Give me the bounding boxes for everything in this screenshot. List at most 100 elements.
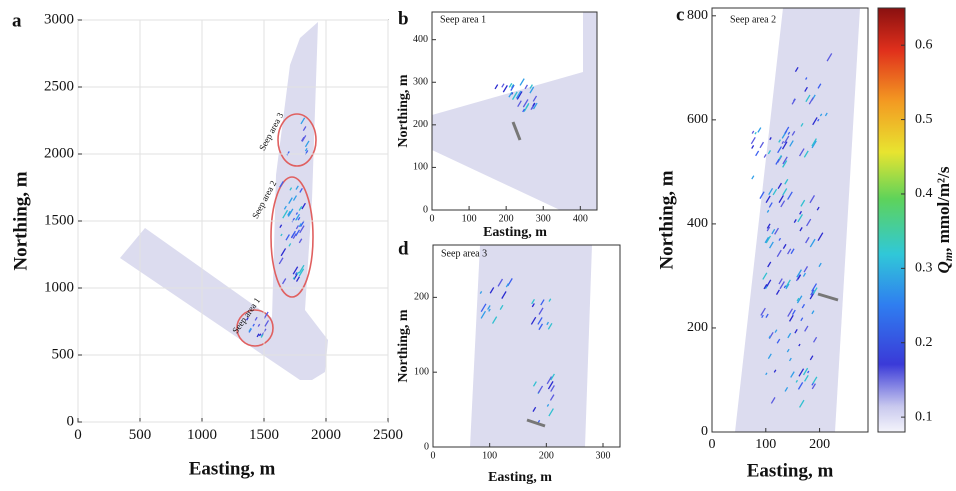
seep-streak [532, 95, 538, 102]
seep-streak [766, 279, 772, 287]
x-tick-label: 0 [430, 213, 435, 224]
seep-streak [807, 370, 810, 374]
seep-streak [289, 187, 293, 191]
y-tick-label: 200 [687, 320, 708, 335]
x-tick-label: 100 [755, 437, 776, 452]
x-tick-label: 1500 [249, 427, 279, 443]
seep-streak [772, 188, 778, 196]
seep-streak [789, 140, 794, 147]
seep-streak [280, 233, 283, 237]
seep-streak [260, 334, 264, 338]
seep-streak [781, 140, 785, 145]
seep-streak [750, 136, 756, 145]
y-tick-label: 800 [687, 8, 708, 23]
seep-streak [803, 150, 809, 158]
x-tick-label: 200 [499, 213, 514, 224]
seep-streak [256, 333, 260, 338]
seep-streak [532, 102, 538, 110]
seep-streak [298, 268, 305, 277]
seep-streak [775, 158, 780, 165]
seep-streak [547, 323, 553, 330]
y-tick-label: 3000 [44, 11, 74, 27]
seep-streak [297, 216, 301, 221]
seep-streak [797, 214, 803, 223]
seep-streak [790, 371, 795, 378]
seep-streak [767, 261, 772, 268]
seep-streak [800, 199, 806, 207]
y-tick-label: 500 [52, 346, 75, 362]
colorbar-tick-label: 0.4 [915, 186, 933, 201]
survey-area [432, 12, 597, 210]
seep-streak [295, 212, 299, 215]
seep-streak [530, 316, 537, 325]
seep-streak [531, 303, 535, 308]
plot-frame [431, 11, 598, 211]
seep-streak [487, 305, 491, 310]
seep-streak [754, 131, 757, 135]
seep-streak [776, 338, 781, 344]
seep-streak [293, 274, 298, 280]
seep-streak [778, 278, 783, 285]
seep-streak [285, 234, 290, 241]
seep-streak [502, 85, 508, 93]
seep-streak [795, 379, 799, 383]
seep-streak [489, 287, 495, 294]
y-tick-label: 100 [414, 366, 429, 377]
x-tick-label: 2000 [311, 427, 341, 443]
seep-streak [782, 160, 788, 168]
seep-streak [508, 82, 513, 88]
seep-streak [796, 297, 800, 302]
seep-streak [751, 130, 755, 134]
seep-streak [768, 335, 771, 339]
seep-streak [548, 298, 552, 302]
y-tick-label: 400 [687, 216, 708, 231]
y-tick-label: 0 [701, 424, 708, 439]
seep-streak [529, 86, 535, 94]
seep-streak [538, 307, 544, 315]
seep-streak [537, 317, 543, 325]
seep-streak [292, 276, 296, 280]
seep-streak [817, 118, 820, 122]
x-tick-label: 200 [809, 437, 830, 452]
seep-streak [780, 200, 786, 208]
seep-streak [826, 53, 833, 62]
seep-streak [258, 333, 262, 337]
y-tick-label: 0 [424, 441, 429, 452]
seep-streak [479, 291, 483, 294]
seep-streak [808, 97, 814, 105]
seep-streak [501, 291, 507, 299]
seep-streak [763, 284, 768, 290]
seep-streak [797, 382, 804, 390]
seep-streak [774, 227, 780, 235]
seep-streak [811, 138, 817, 147]
seep-streak [767, 150, 772, 155]
y-tick-label: 300 [413, 77, 428, 88]
x-tick-label: 0 [431, 450, 436, 461]
seep-streak [811, 140, 817, 149]
seep-streak [790, 248, 795, 255]
x-tick-label: 0 [709, 437, 716, 452]
seep-streak [546, 376, 553, 385]
seep-streak [781, 141, 788, 150]
seep-streak [296, 271, 300, 276]
seep-streak [768, 202, 773, 208]
seep-streak [794, 328, 798, 334]
seep-streak [786, 348, 790, 353]
seep-streak [765, 372, 768, 376]
seep-streak [782, 156, 788, 165]
y-axis-label: Northing, m [10, 171, 31, 270]
seep-streak [511, 91, 518, 100]
seep-streak [810, 289, 815, 296]
seep-streak [812, 336, 818, 343]
y-tick-label: 2500 [44, 78, 74, 94]
seep-streak [824, 112, 828, 117]
seep-streak [505, 283, 510, 288]
seep-streak [782, 243, 787, 249]
seep-streak [787, 131, 791, 135]
y-tick-label: 200 [413, 119, 428, 130]
seep-streak [516, 91, 523, 100]
seep-streak [798, 343, 801, 347]
seep-streak [550, 373, 555, 381]
seep-streak [264, 320, 270, 327]
